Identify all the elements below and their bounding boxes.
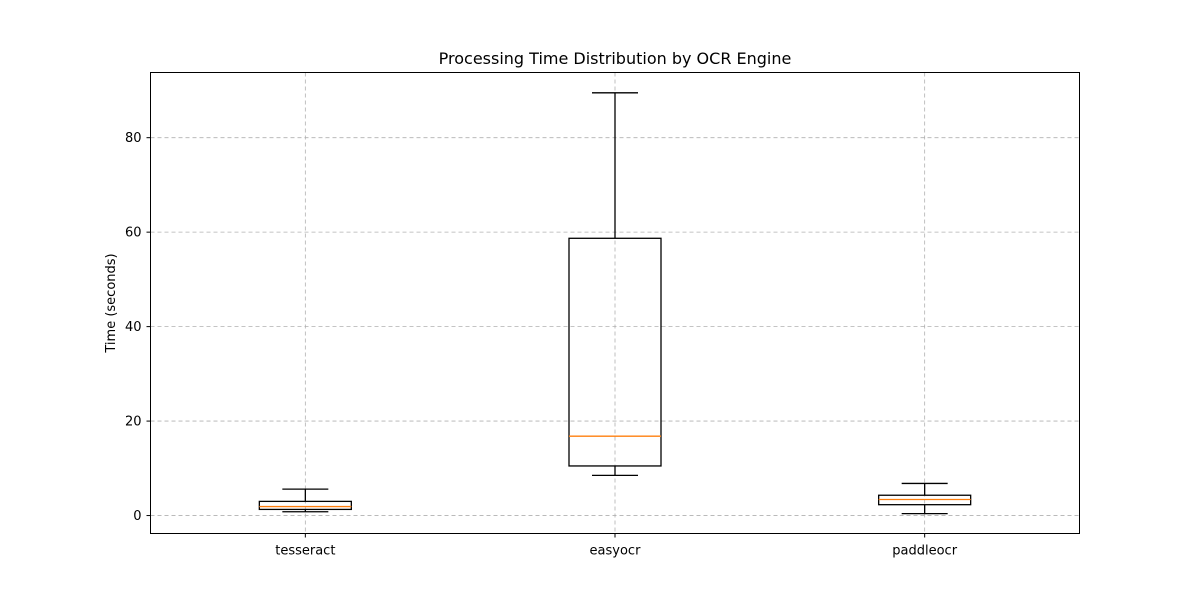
box-easyocr	[568, 92, 662, 477]
x-tick-label: paddleocr	[892, 544, 957, 559]
axis-layer: 0 20 40 60 80 tesseract easyocr paddleocr	[125, 131, 958, 558]
y-tick-label: 40	[125, 320, 142, 335]
y-tick-label: 60	[125, 226, 142, 241]
y-tick-label: 0	[133, 509, 141, 524]
x-tick-label: tesseract	[275, 544, 335, 559]
iqr-box	[258, 500, 352, 511]
box-tesseract	[258, 488, 352, 513]
y-axis-label: Time (seconds)	[104, 253, 119, 353]
box-paddleocr	[878, 482, 972, 515]
y-tick-label: 20	[125, 415, 142, 430]
chart-title: Processing Time Distribution by OCR Engi…	[439, 49, 792, 68]
box-layer	[258, 92, 972, 515]
iqr-box	[568, 237, 662, 467]
x-tick-label: easyocr	[590, 544, 642, 559]
y-tick-label: 80	[125, 131, 142, 146]
